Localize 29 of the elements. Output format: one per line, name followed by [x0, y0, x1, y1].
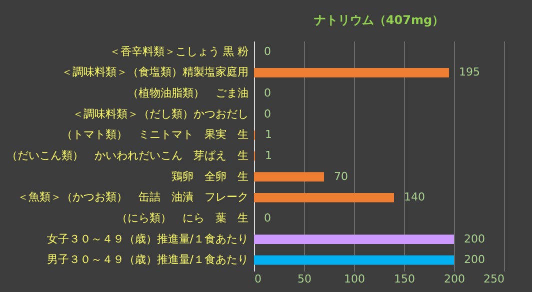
data-label: 70: [334, 170, 348, 183]
x-tick-label: 250: [484, 272, 504, 286]
y-tick-label: ＜魚類＞（かつお類） 缶詰 油漬 フレーク: [18, 190, 248, 204]
x-tick-label: 0: [254, 272, 262, 286]
x-tick-label: 100: [344, 272, 365, 286]
x-tick-label: 150: [394, 272, 415, 286]
y-tick-label: （トマト類） ミニトマト 果実 生: [62, 128, 248, 142]
data-label: 0: [264, 44, 271, 58]
y-tick-label: （植物油脂類） ごま油: [128, 86, 248, 100]
y-tick-label: （にら類） にら 葉 生: [116, 211, 248, 224]
y-tick-label: 女子３０～４９（歳）推進量/１食あたり: [46, 232, 248, 246]
data-label: 200: [464, 253, 485, 266]
y-tick-label: ＜調味料類＞（だし類）かつおだし: [72, 107, 248, 120]
y-tick-label: （だいこん類） かいわれだいこん 芽ばえ 生: [6, 149, 248, 162]
x-tick-label: 200: [444, 272, 465, 286]
y-tick-label: ＜香辛料類＞こしょう 黒 粉: [110, 44, 248, 58]
data-label: 200: [464, 232, 485, 246]
data-label: 1: [265, 128, 272, 142]
chart-title: ナトリウム（407mg）: [314, 13, 444, 27]
data-label: 0: [264, 107, 271, 120]
x-tick-label: 50: [298, 272, 312, 286]
y-tick-label: 鶏卵 全卵 生: [172, 170, 248, 183]
data-label: 195: [459, 66, 480, 79]
y-tick-label: ＜調味料類＞（食塩類）精製塩家庭用: [62, 66, 248, 79]
data-label: 140: [404, 190, 425, 204]
data-label: 0: [264, 86, 271, 100]
y-tick-label: 男子３０～４９（歳）推進量/１食あたり: [46, 253, 248, 266]
data-label: 1: [265, 149, 272, 162]
data-label: 0: [264, 211, 271, 224]
